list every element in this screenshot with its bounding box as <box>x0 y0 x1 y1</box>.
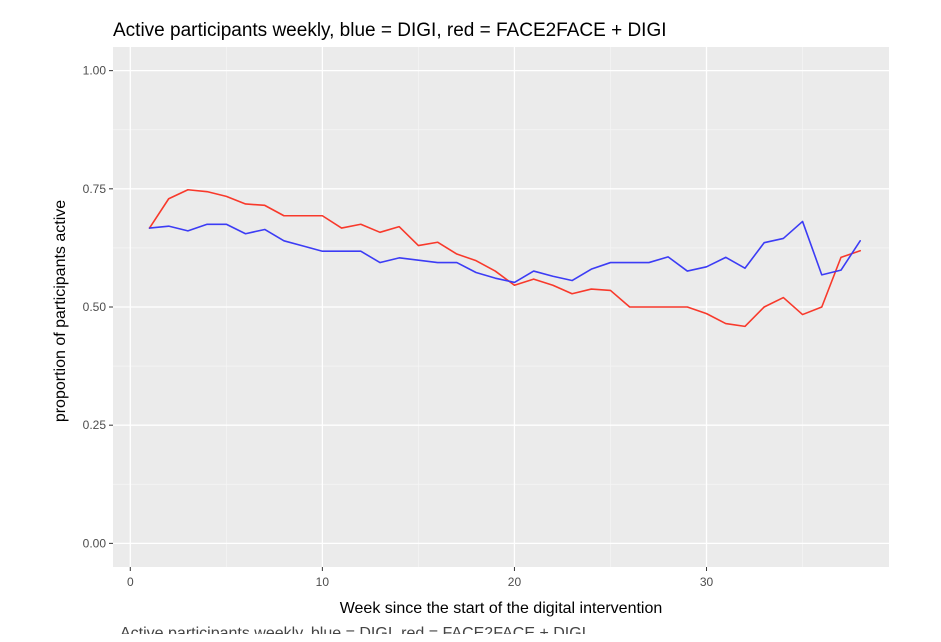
y-tick-label: 1.00 <box>83 64 107 78</box>
y-tick-label: 0.75 <box>83 182 107 196</box>
series-line-blue <box>148 220 861 284</box>
x-axis-title: Week since the start of the digital inte… <box>340 600 663 617</box>
series-line-red <box>148 188 861 328</box>
y-tick-label: 0.00 <box>83 536 107 550</box>
series-lines <box>148 188 861 328</box>
x-tick-label: 20 <box>508 575 522 589</box>
x-tick-label: 0 <box>127 575 134 589</box>
x-tick-label: 10 <box>316 575 330 589</box>
chart-title: Active participants weekly, blue = DIGI,… <box>113 20 667 41</box>
y-tick-label: 0.50 <box>83 300 107 314</box>
y-axis-title: proportion of participants active <box>52 200 69 422</box>
x-tick-label: 30 <box>700 575 714 589</box>
y-tick-label: 0.25 <box>83 418 107 432</box>
caption-text: Active participants weekly, blue = DIGI,… <box>120 625 587 642</box>
major-gridlines <box>113 47 889 567</box>
x-axis: 0 10 20 30 <box>127 567 714 589</box>
y-axis: 0.00 0.25 0.50 0.75 1.00 <box>83 64 113 550</box>
